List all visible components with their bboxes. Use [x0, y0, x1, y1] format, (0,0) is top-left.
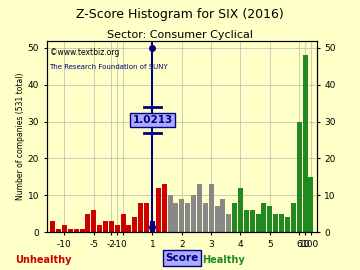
Bar	[126, 225, 131, 232]
Bar	[62, 225, 67, 232]
Bar	[203, 203, 208, 232]
Bar	[174, 203, 179, 232]
Bar	[85, 214, 90, 232]
Bar	[132, 217, 137, 232]
Text: Unhealthy: Unhealthy	[15, 255, 71, 265]
X-axis label: Score: Score	[165, 253, 198, 263]
Bar	[273, 214, 278, 232]
Bar	[179, 199, 184, 232]
Bar	[68, 228, 73, 232]
Bar	[250, 210, 255, 232]
Bar	[297, 122, 302, 232]
Bar	[97, 225, 102, 232]
Bar	[209, 184, 213, 232]
Bar	[121, 214, 126, 232]
Bar	[261, 203, 266, 232]
Bar	[285, 217, 290, 232]
Bar	[74, 228, 78, 232]
Bar	[238, 188, 243, 232]
Text: The Research Foundation of SUNY: The Research Foundation of SUNY	[50, 63, 168, 69]
Text: Healthy: Healthy	[202, 255, 244, 265]
Bar	[302, 55, 307, 232]
Bar	[220, 199, 225, 232]
Bar	[232, 203, 237, 232]
Text: Z-Score Histogram for SIX (2016): Z-Score Histogram for SIX (2016)	[76, 8, 284, 21]
Bar	[267, 206, 272, 232]
Text: 1.0213: 1.0213	[132, 115, 172, 125]
Bar	[309, 177, 314, 232]
Bar	[185, 203, 190, 232]
Bar	[138, 203, 143, 232]
Bar	[191, 195, 196, 232]
Bar	[103, 221, 108, 232]
Bar	[56, 228, 61, 232]
Bar	[150, 221, 155, 232]
Bar	[226, 214, 231, 232]
Bar	[156, 188, 161, 232]
Bar	[279, 214, 284, 232]
Bar	[91, 210, 96, 232]
Bar	[109, 221, 114, 232]
Bar	[256, 214, 261, 232]
Bar	[215, 206, 220, 232]
Bar	[162, 184, 167, 232]
Bar	[244, 210, 249, 232]
Bar	[167, 195, 172, 232]
Text: Sector: Consumer Cyclical: Sector: Consumer Cyclical	[107, 30, 253, 40]
Bar	[50, 221, 55, 232]
Bar	[144, 203, 149, 232]
Bar	[115, 225, 120, 232]
Y-axis label: Number of companies (531 total): Number of companies (531 total)	[16, 73, 25, 200]
Bar	[291, 203, 296, 232]
Text: ©www.textbiz.org: ©www.textbiz.org	[50, 48, 119, 57]
Bar	[197, 184, 202, 232]
Bar	[80, 228, 85, 232]
